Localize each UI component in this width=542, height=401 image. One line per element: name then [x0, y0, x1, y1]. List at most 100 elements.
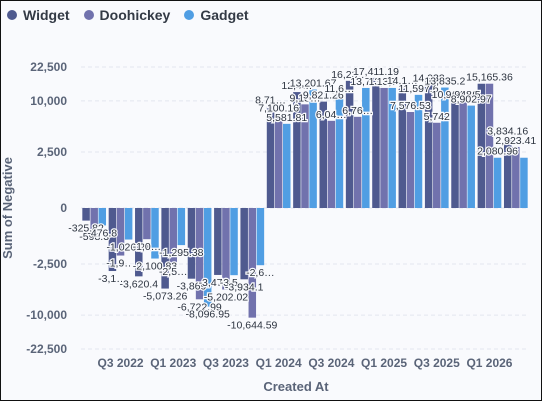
bar-widget-q3-2022[interactable]	[108, 208, 117, 272]
bar-widget-q1-2024[interactable]	[266, 106, 275, 208]
bar-gadget-q1-2023[interactable]	[177, 208, 186, 246]
data-label: 15,1…	[466, 72, 497, 84]
bar-gadget-q3-2025[interactable]	[441, 87, 449, 208]
data-label: -3,620.4	[120, 278, 159, 290]
data-label: 9,821.26	[303, 90, 344, 102]
bar-doohickey-q3-2024[interactable]	[327, 120, 336, 208]
data-label: -3,5…	[220, 277, 249, 289]
data-label: -10,644.59	[227, 320, 277, 332]
data-label: -325.82	[68, 223, 104, 235]
bar-gadget-q2-2022[interactable]	[98, 208, 107, 226]
bar-gadget-q3-2022[interactable]	[124, 208, 133, 240]
bar-widget-q4-2024[interactable]	[345, 80, 354, 208]
data-label: 8,902.97	[451, 94, 492, 106]
bar-widget-q2-2026[interactable]	[503, 137, 512, 208]
legend-item-widget[interactable]: Widget	[7, 7, 70, 23]
bar-widget-q2-2024[interactable]	[293, 92, 301, 208]
legend-item-doohickey[interactable]: Doohickey	[83, 7, 171, 23]
bar-gadget-q2-2025[interactable]	[414, 94, 423, 208]
bar-widget-q3-2023[interactable]	[214, 208, 222, 275]
bar-widget-q3-2025[interactable]	[424, 84, 433, 208]
data-label: 5,581.81	[266, 112, 307, 124]
bar-doohickey-q3-2025[interactable]	[433, 122, 441, 208]
bar-doohickey-q2-2026[interactable]	[512, 146, 520, 208]
bar-doohickey-q3-2022[interactable]	[116, 208, 125, 256]
legend-label-doohickey: Doohickey	[99, 7, 171, 23]
x-tick-label: Q1 2025	[361, 356, 407, 370]
data-label: 6,04…	[316, 109, 347, 121]
bar-doohickey-q3-2023[interactable]	[222, 208, 230, 290]
data-label: 13,201.67	[290, 77, 337, 89]
data-label: 10,004.09	[432, 89, 479, 101]
bar-doohickey-q1-2024[interactable]	[274, 114, 283, 208]
bar-widget-q4-2025[interactable]	[451, 100, 459, 208]
bar-widget-q1-2025[interactable]	[372, 77, 380, 208]
legend-label-widget: Widget	[23, 7, 70, 23]
data-label: -2,100.83	[133, 261, 178, 273]
bar-gadget-q1-2025[interactable]	[388, 87, 396, 208]
bar-gadget-q3-2024[interactable]	[335, 94, 344, 208]
bar-doohickey-q1-2023[interactable]	[169, 208, 177, 264]
bar-gadget-q2-2026[interactable]	[520, 157, 528, 208]
bar-doohickey-q4-2024[interactable]	[353, 116, 362, 208]
legend-label-gadget: Gadget	[200, 7, 249, 23]
x-tick-label: Q3 2023	[203, 356, 249, 370]
x-tick-label: Q3 2022	[98, 356, 144, 370]
bar-gadget-q2-2023[interactable]	[203, 208, 212, 307]
data-label: 7,100.16	[258, 103, 299, 115]
data-label: 15,165.36	[466, 72, 513, 84]
legend-item-gadget[interactable]: Gadget	[184, 7, 249, 23]
bar-widget-q2-2022[interactable]	[82, 208, 90, 221]
data-label: -5,202.02	[204, 292, 249, 304]
bar-doohickey-q4-2022[interactable]	[143, 208, 151, 240]
bar-widget-q4-2023[interactable]	[240, 208, 248, 280]
data-label: 2,923.41	[495, 135, 536, 147]
legend-swatch-widget	[7, 10, 17, 20]
bar-gadget-q4-2024[interactable]	[362, 87, 370, 208]
data-label: 13,7…	[377, 76, 408, 88]
y-tick-label: -22,500	[26, 342, 67, 356]
bar-doohickey-q2-2025[interactable]	[406, 112, 415, 208]
data-label: -3,476.8	[199, 277, 238, 289]
bar-gadget-q1-2024[interactable]	[282, 123, 291, 208]
data-labels: -325.82-598.3-476.8 -3,1… -1,9… -1,026.21 -3…	[67, 65, 538, 333]
bar-gadget-q1-2026[interactable]	[493, 157, 502, 208]
bar-widget-q1-2026[interactable]	[477, 83, 486, 208]
data-label: -598.3	[79, 231, 109, 243]
data-label: -1,295.38	[159, 247, 204, 259]
data-label: -8,096.95	[186, 309, 231, 321]
y-tick-label: 0	[60, 201, 67, 215]
data-label: 9,18…	[290, 92, 321, 104]
bar-doohickey-q2-2022[interactable]	[90, 208, 98, 229]
bar-widget-q3-2024[interactable]	[319, 101, 328, 208]
x-tick-label: Q3 2024	[308, 356, 354, 370]
bar-doohickey-q2-2023[interactable]	[195, 208, 204, 300]
bar-doohickey-q4-2023[interactable]	[248, 208, 257, 318]
bar-widget-q1-2023[interactable]	[161, 208, 169, 289]
bar-gadget-q2-2024[interactable]	[309, 89, 317, 208]
bar-doohickey-q2-2024[interactable]	[301, 104, 309, 208]
bar-gadget-q4-2022[interactable]	[151, 208, 159, 259]
data-label: 6,76…	[342, 105, 373, 117]
data-label: -6,722.99	[177, 301, 222, 313]
data-label: -3,869	[177, 281, 207, 293]
data-label: 7,576.53	[390, 100, 431, 112]
bar-doohickey-q1-2025[interactable]	[380, 87, 388, 208]
bar-doohickey-q4-2025[interactable]	[459, 101, 467, 208]
x-axis-label: Created At	[263, 379, 329, 394]
data-label: 8,71…	[255, 94, 286, 106]
bar-widget-q2-2025[interactable]	[398, 86, 407, 208]
data-label: 11,597.6	[398, 83, 438, 95]
data-label: -1,026.21	[106, 242, 151, 254]
bar-widget-q4-2022[interactable]	[135, 208, 143, 277]
data-label: 17,411.19	[353, 66, 399, 78]
bar-gadget-q4-2025[interactable]	[467, 105, 475, 208]
bar-doohickey-q1-2026[interactable]	[485, 83, 494, 208]
y-tick-label: -10,000	[26, 308, 67, 322]
bar-gadget-q4-2023[interactable]	[256, 208, 265, 266]
bar-gadget-q3-2023[interactable]	[230, 208, 238, 276]
data-label: 13,7…	[369, 76, 400, 88]
bar-widget-q2-2023[interactable]	[187, 208, 196, 279]
data-label: 13,835.2	[424, 76, 465, 88]
